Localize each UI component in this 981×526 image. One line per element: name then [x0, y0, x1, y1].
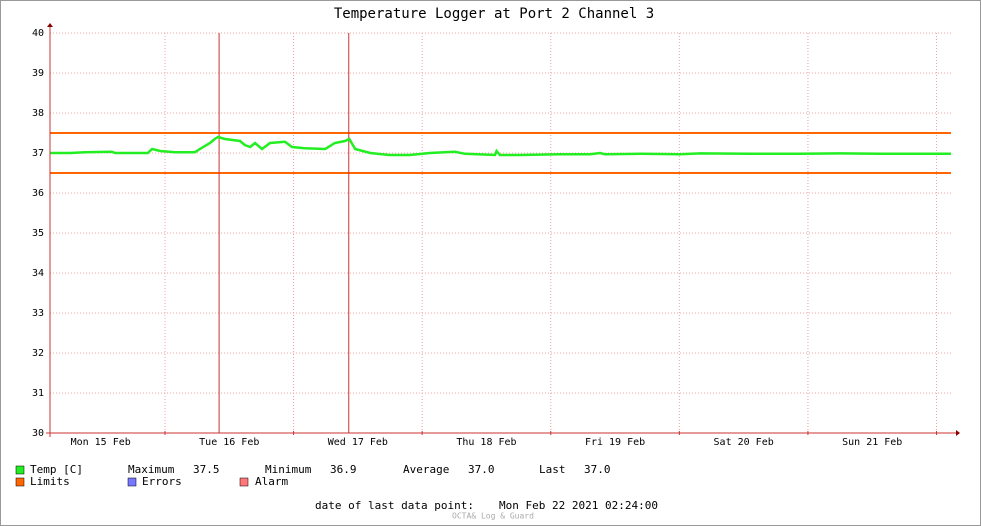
legend-label: Alarm	[255, 475, 288, 488]
x-tick-label: Sun 21 Feb	[842, 437, 902, 448]
footer-label: date of last data point:	[315, 499, 474, 512]
y-tick-label: 39	[32, 68, 44, 79]
x-tick-label: Wed 17 Feb	[328, 437, 388, 448]
x-tick-label: Sat 20 Feb	[714, 437, 774, 448]
legend-label: Errors	[142, 475, 182, 488]
y-tick-label: 34	[32, 268, 44, 279]
y-tick-label: 35	[32, 228, 44, 239]
legend-label: Temp [C]	[30, 463, 83, 476]
legend-swatch	[127, 477, 137, 487]
footer-value: Mon Feb 22 2021 02:24:00	[499, 499, 658, 512]
stat-value: 36.9	[330, 463, 357, 476]
y-tick-label: 33	[32, 308, 44, 319]
stat-label: Minimum	[265, 463, 312, 476]
x-tick-label: Tue 16 Feb	[199, 437, 259, 448]
x-tick-label: Fri 19 Feb	[585, 437, 645, 448]
stat-value: 37.5	[193, 463, 220, 476]
y-tick-label: 40	[32, 28, 44, 39]
x-tick-label: Mon 15 Feb	[71, 437, 131, 448]
legend-swatch	[15, 477, 25, 487]
y-tick-label: 37	[32, 148, 44, 159]
legend-swatch	[15, 465, 25, 475]
stat-label: Last	[539, 463, 566, 476]
x-tick-label: Thu 18 Feb	[456, 437, 516, 448]
axis-arrow	[956, 430, 960, 436]
stat-value: 37.0	[584, 463, 611, 476]
chart-title: Temperature Logger at Port 2 Channel 3	[334, 6, 654, 22]
stat-value: 37.0	[468, 463, 495, 476]
legend-swatch	[239, 477, 249, 487]
stat-label: Average	[403, 463, 449, 476]
axis-arrow	[47, 23, 53, 27]
y-tick-label: 32	[32, 348, 44, 359]
y-tick-label: 38	[32, 108, 44, 119]
y-tick-label: 36	[32, 188, 44, 199]
stat-label: Maximum	[128, 463, 175, 476]
data-line	[49, 135, 951, 157]
watermark: OCTA& Log & Guard	[452, 512, 534, 521]
y-tick-label: 30	[32, 428, 44, 439]
legend-label: Limits	[30, 475, 70, 488]
y-tick-label: 31	[32, 388, 44, 399]
